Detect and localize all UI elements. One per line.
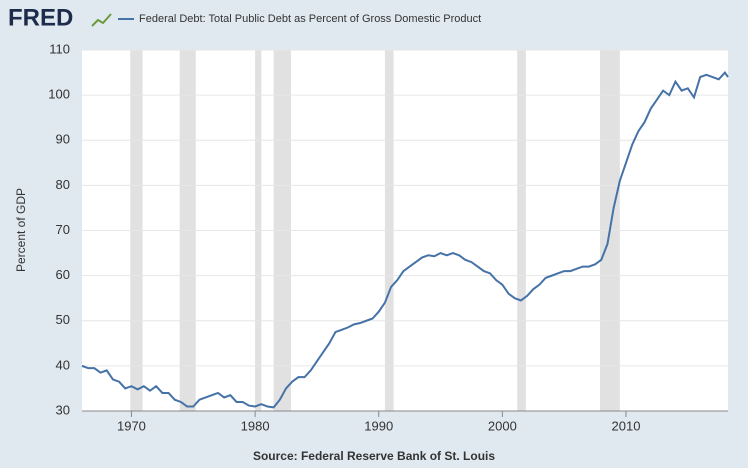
legend-label: Federal Debt: Total Public Debt as Perce… [139,13,481,25]
y-tick-label: 30 [56,402,70,417]
y-tick-label: 110 [49,41,70,56]
y-tick-label: 50 [56,312,70,327]
y-axis-label: Percent of GDP [14,188,28,272]
y-tick-label: 70 [56,222,70,237]
x-tick-label: 1970 [117,418,146,433]
source: Source: Federal Reserve Bank of St. Loui… [253,449,495,463]
x-tick-label: 1990 [364,418,393,433]
y-tick-label: 60 [56,267,70,282]
x-tick-label: 1980 [241,418,270,433]
logo: FRED [8,4,73,31]
y-tick-label: 80 [56,177,70,192]
y-tick-label: 90 [56,132,70,147]
logo-icon [91,13,112,27]
x-tick-label: 2000 [488,418,517,433]
y-tick-label: 40 [56,357,70,372]
x-tick-label: 2010 [612,418,641,433]
y-tick-label: 100 [48,87,70,102]
series-line [81,70,729,409]
